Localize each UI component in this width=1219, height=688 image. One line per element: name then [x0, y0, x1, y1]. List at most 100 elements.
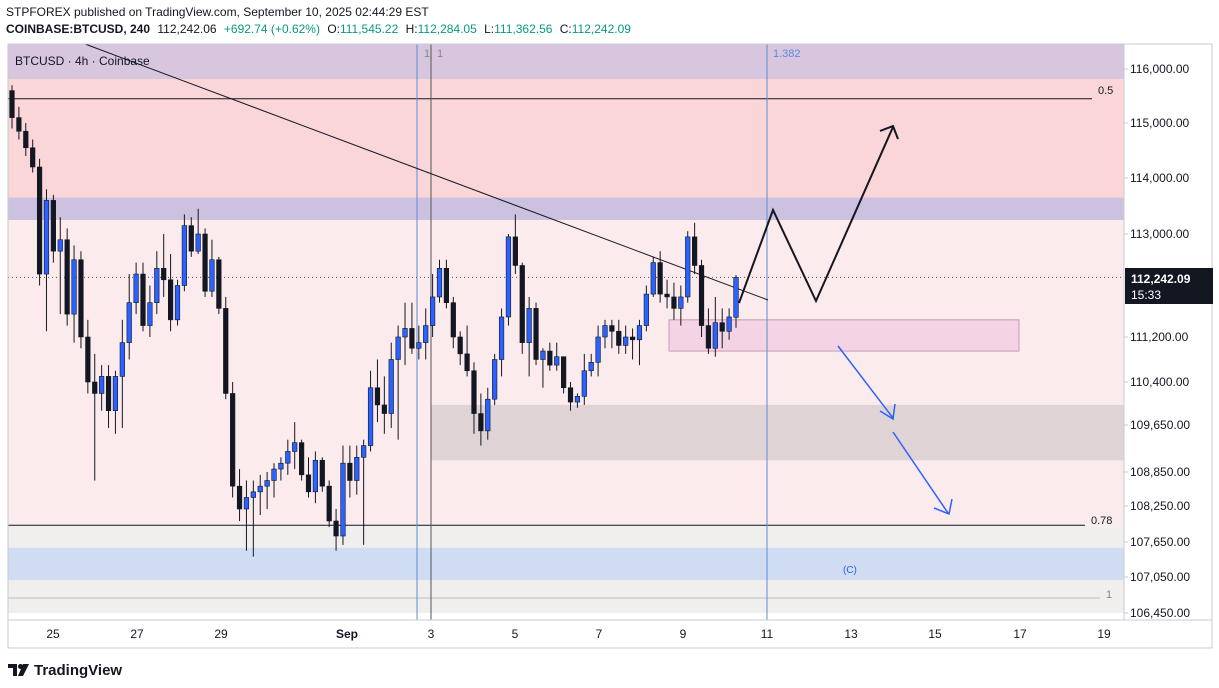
candle[interactable] [650, 256, 656, 297]
candle[interactable] [271, 463, 277, 498]
candle[interactable] [181, 214, 187, 292]
candle[interactable] [464, 325, 470, 377]
candle[interactable] [581, 353, 587, 405]
candle[interactable] [285, 439, 291, 475]
candle[interactable] [554, 342, 560, 371]
candle[interactable] [629, 328, 636, 360]
candle[interactable] [567, 382, 574, 411]
candle[interactable] [36, 158, 43, 286]
candle[interactable] [671, 282, 677, 320]
candle[interactable] [112, 370, 119, 434]
candle[interactable] [9, 85, 15, 129]
candle[interactable] [202, 228, 208, 297]
candle[interactable] [395, 325, 401, 440]
candle[interactable] [71, 245, 77, 343]
candle[interactable] [423, 308, 429, 360]
candle[interactable] [402, 302, 408, 366]
candles-layer[interactable] [9, 85, 739, 557]
candle[interactable] [347, 445, 353, 498]
candle[interactable] [188, 217, 194, 257]
candle[interactable] [43, 189, 50, 332]
candle[interactable] [705, 308, 712, 354]
candle[interactable] [85, 319, 91, 394]
candle[interactable] [533, 302, 539, 366]
symbol-label[interactable]: COINBASE:BTCUSD, 240 [6, 22, 151, 36]
candle[interactable] [154, 251, 160, 315]
candle[interactable] [161, 234, 167, 297]
candle[interactable] [264, 472, 270, 509]
candle[interactable] [574, 393, 581, 408]
candle[interactable] [367, 370, 374, 452]
candle[interactable] [230, 382, 236, 498]
candle[interactable] [298, 439, 305, 481]
candle[interactable] [519, 262, 525, 354]
candle[interactable] [92, 353, 98, 481]
candle[interactable] [616, 319, 622, 354]
candle[interactable] [140, 262, 146, 332]
candle[interactable] [223, 296, 229, 400]
candle[interactable] [319, 457, 325, 492]
candle[interactable] [23, 123, 29, 156]
candle[interactable] [16, 106, 22, 140]
candle[interactable] [712, 296, 718, 357]
candle[interactable] [312, 451, 318, 504]
candle[interactable] [540, 348, 546, 388]
candle[interactable] [678, 285, 684, 326]
candle[interactable] [147, 285, 153, 338]
candle[interactable] [57, 217, 63, 315]
candle[interactable] [243, 480, 250, 551]
candle[interactable] [443, 259, 450, 309]
candle[interactable] [133, 262, 139, 315]
candle[interactable] [374, 359, 381, 423]
candle[interactable] [126, 274, 132, 360]
candle[interactable] [602, 319, 608, 349]
candle[interactable] [498, 308, 505, 377]
candle[interactable] [698, 259, 705, 337]
candle[interactable] [381, 376, 387, 434]
candle[interactable] [561, 356, 567, 394]
candle[interactable] [216, 256, 222, 315]
candle[interactable] [726, 308, 732, 340]
candle[interactable] [50, 194, 56, 263]
candle[interactable] [643, 285, 649, 332]
candle[interactable] [664, 279, 670, 309]
candle[interactable] [78, 251, 84, 349]
candle[interactable] [719, 308, 725, 349]
candle[interactable] [195, 208, 201, 255]
candle[interactable] [30, 139, 36, 173]
candle[interactable] [354, 445, 360, 495]
candle[interactable] [512, 214, 518, 275]
candle[interactable] [636, 319, 643, 366]
candle[interactable] [409, 302, 415, 354]
candle[interactable] [326, 480, 332, 528]
candle[interactable] [209, 239, 215, 297]
candle[interactable] [340, 445, 346, 545]
candle[interactable] [416, 325, 422, 360]
candle[interactable] [505, 234, 512, 326]
candle[interactable] [471, 362, 477, 434]
candle[interactable] [361, 439, 367, 545]
candle[interactable] [305, 457, 312, 498]
candle[interactable] [292, 422, 298, 470]
candle[interactable] [733, 274, 739, 328]
candle[interactable] [450, 296, 456, 349]
candle[interactable] [547, 342, 553, 371]
candle[interactable] [278, 457, 284, 481]
candle[interactable] [609, 319, 615, 349]
candle[interactable] [526, 296, 532, 377]
candle[interactable] [105, 365, 112, 428]
candle[interactable] [692, 222, 698, 275]
candle[interactable] [436, 259, 443, 303]
candle[interactable] [388, 342, 394, 428]
candle[interactable] [430, 274, 436, 337]
candle[interactable] [485, 387, 491, 440]
candle[interactable] [174, 279, 181, 326]
candle[interactable] [99, 365, 105, 411]
candle[interactable] [333, 509, 339, 551]
candle[interactable] [457, 331, 463, 366]
candle[interactable] [595, 325, 601, 377]
candle[interactable] [119, 319, 125, 428]
candle[interactable] [588, 353, 594, 377]
candle[interactable] [623, 325, 629, 354]
